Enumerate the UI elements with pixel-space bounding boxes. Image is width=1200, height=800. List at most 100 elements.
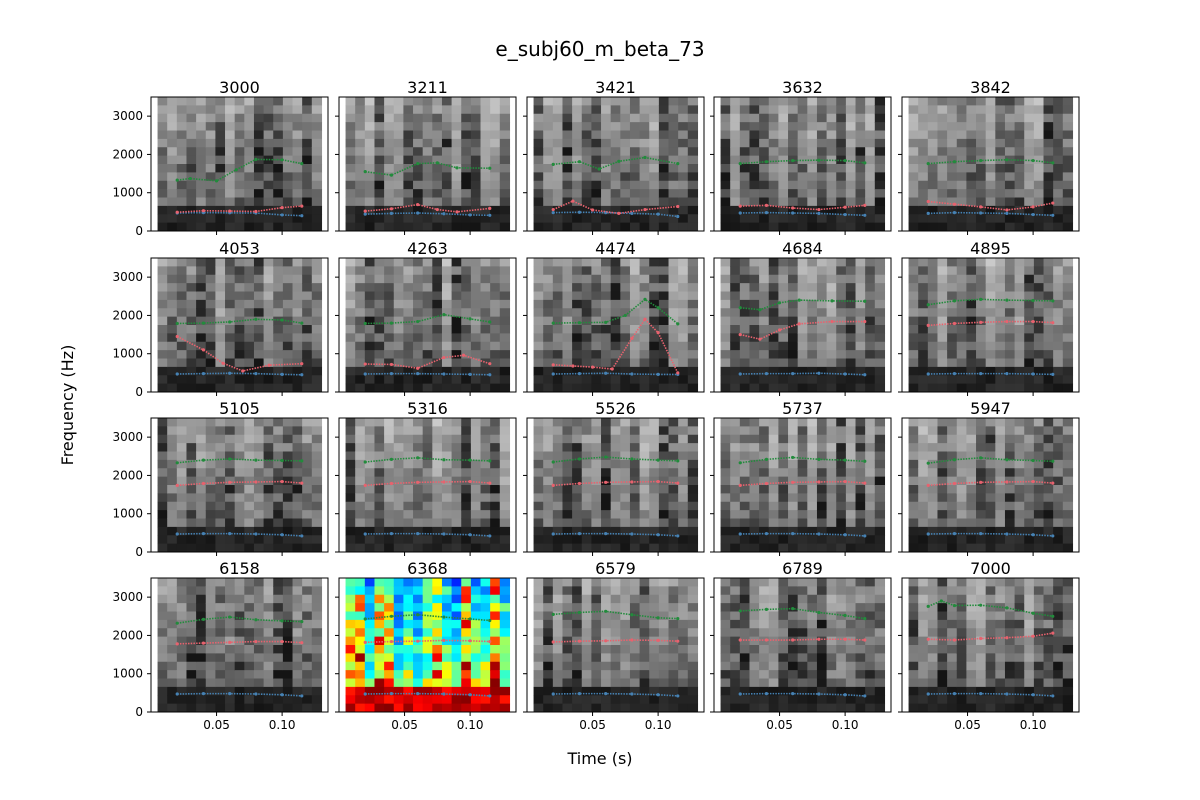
f2-point <box>830 319 834 324</box>
f1-point <box>1005 532 1009 536</box>
panel-title: 3632 <box>782 78 823 97</box>
f1-point <box>738 532 742 536</box>
f2-point <box>435 207 439 212</box>
f1-point <box>843 533 847 537</box>
series-f3 <box>926 599 1055 618</box>
f3-point <box>656 616 660 620</box>
f2-point <box>416 480 420 484</box>
f1-point <box>1031 212 1035 217</box>
f3-point <box>416 162 420 166</box>
x-tick-label: 0.05 <box>391 718 418 732</box>
x-tick-label: 0.05 <box>579 718 606 732</box>
f2-point <box>1051 481 1055 485</box>
f2-point <box>201 481 206 486</box>
f1-track-line <box>365 212 490 217</box>
f2-point <box>656 331 660 335</box>
f2-track-line <box>553 480 678 487</box>
series-f3 <box>363 456 492 464</box>
f1-point <box>791 211 795 215</box>
y-tick-label: 1000 <box>112 507 143 521</box>
f2-point <box>280 206 284 210</box>
f2-point <box>201 348 206 352</box>
f3-point <box>389 173 394 177</box>
f2-point <box>389 639 394 644</box>
f1-point <box>676 694 680 698</box>
series-f1 <box>363 692 492 698</box>
f2-point <box>1051 201 1055 205</box>
f1-point <box>468 533 472 537</box>
f3-point <box>1051 614 1055 618</box>
f1-point <box>604 371 608 375</box>
f3-point <box>175 321 179 326</box>
f1-point <box>738 692 742 696</box>
f3-track-line <box>365 162 490 176</box>
f1-point <box>551 211 555 215</box>
f3-point <box>468 317 472 321</box>
f2-point <box>791 206 795 210</box>
f1-track-line <box>740 532 865 537</box>
f2-point <box>175 210 179 214</box>
series-f2 <box>175 479 304 487</box>
f1-point <box>952 372 957 376</box>
f3-point <box>551 612 555 616</box>
spectrogram <box>157 418 323 552</box>
f1-point <box>201 692 206 696</box>
panel-6368: 6368 0.05 0.10 <box>335 559 517 732</box>
panel-4263: 4263 <box>335 239 517 396</box>
f1-point <box>1051 213 1055 217</box>
spectrogram <box>157 578 323 712</box>
series-f3 <box>363 313 492 326</box>
f2-track-line <box>740 320 865 341</box>
f2-point <box>630 638 634 642</box>
f3-point <box>1005 458 1009 462</box>
series-f1 <box>551 371 680 376</box>
f1-point <box>843 212 847 217</box>
f3-point <box>604 320 608 324</box>
panel-3842: 3842 <box>898 78 1080 235</box>
series-f1 <box>926 692 1055 698</box>
f2-track-line <box>177 205 302 214</box>
f1-point <box>656 372 660 376</box>
f2-point <box>577 481 582 486</box>
f2-point <box>254 209 258 214</box>
f1-point <box>488 694 492 698</box>
f1-point <box>656 693 660 697</box>
f1-point <box>764 532 769 536</box>
f1-track-line <box>928 532 1053 537</box>
series-f2 <box>551 638 680 644</box>
f2-point <box>1051 631 1055 635</box>
spectrogram <box>720 578 886 712</box>
f2-point <box>488 639 492 644</box>
x-tick-label: 0.10 <box>457 718 484 732</box>
panel-frame <box>713 257 892 393</box>
f3-point <box>643 155 647 160</box>
f3-point <box>254 157 258 162</box>
f3-point <box>389 457 394 461</box>
series-f2 <box>551 479 680 487</box>
f2-point <box>442 638 446 643</box>
f3-point <box>551 162 555 166</box>
f2-point <box>979 320 983 324</box>
spectrogram <box>533 258 699 392</box>
f3-track-line <box>365 457 490 463</box>
f2-point <box>1005 208 1009 212</box>
series-f2 <box>738 319 867 341</box>
series-f3 <box>551 155 680 171</box>
f3-point <box>201 617 206 621</box>
series-f2 <box>363 353 492 370</box>
f2-point <box>468 639 472 643</box>
panel-frame <box>526 96 705 232</box>
f1-point <box>952 532 957 536</box>
f3-point <box>389 321 394 325</box>
spectrogram <box>908 97 1074 231</box>
f2-point <box>643 207 647 212</box>
f2-point <box>738 638 742 642</box>
f1-point <box>300 694 304 698</box>
f2-point <box>442 355 446 360</box>
series-f3 <box>175 157 304 183</box>
series-f1 <box>551 692 680 698</box>
f3-point <box>363 170 367 174</box>
f1-point <box>416 532 420 536</box>
series-f3 <box>738 298 867 312</box>
